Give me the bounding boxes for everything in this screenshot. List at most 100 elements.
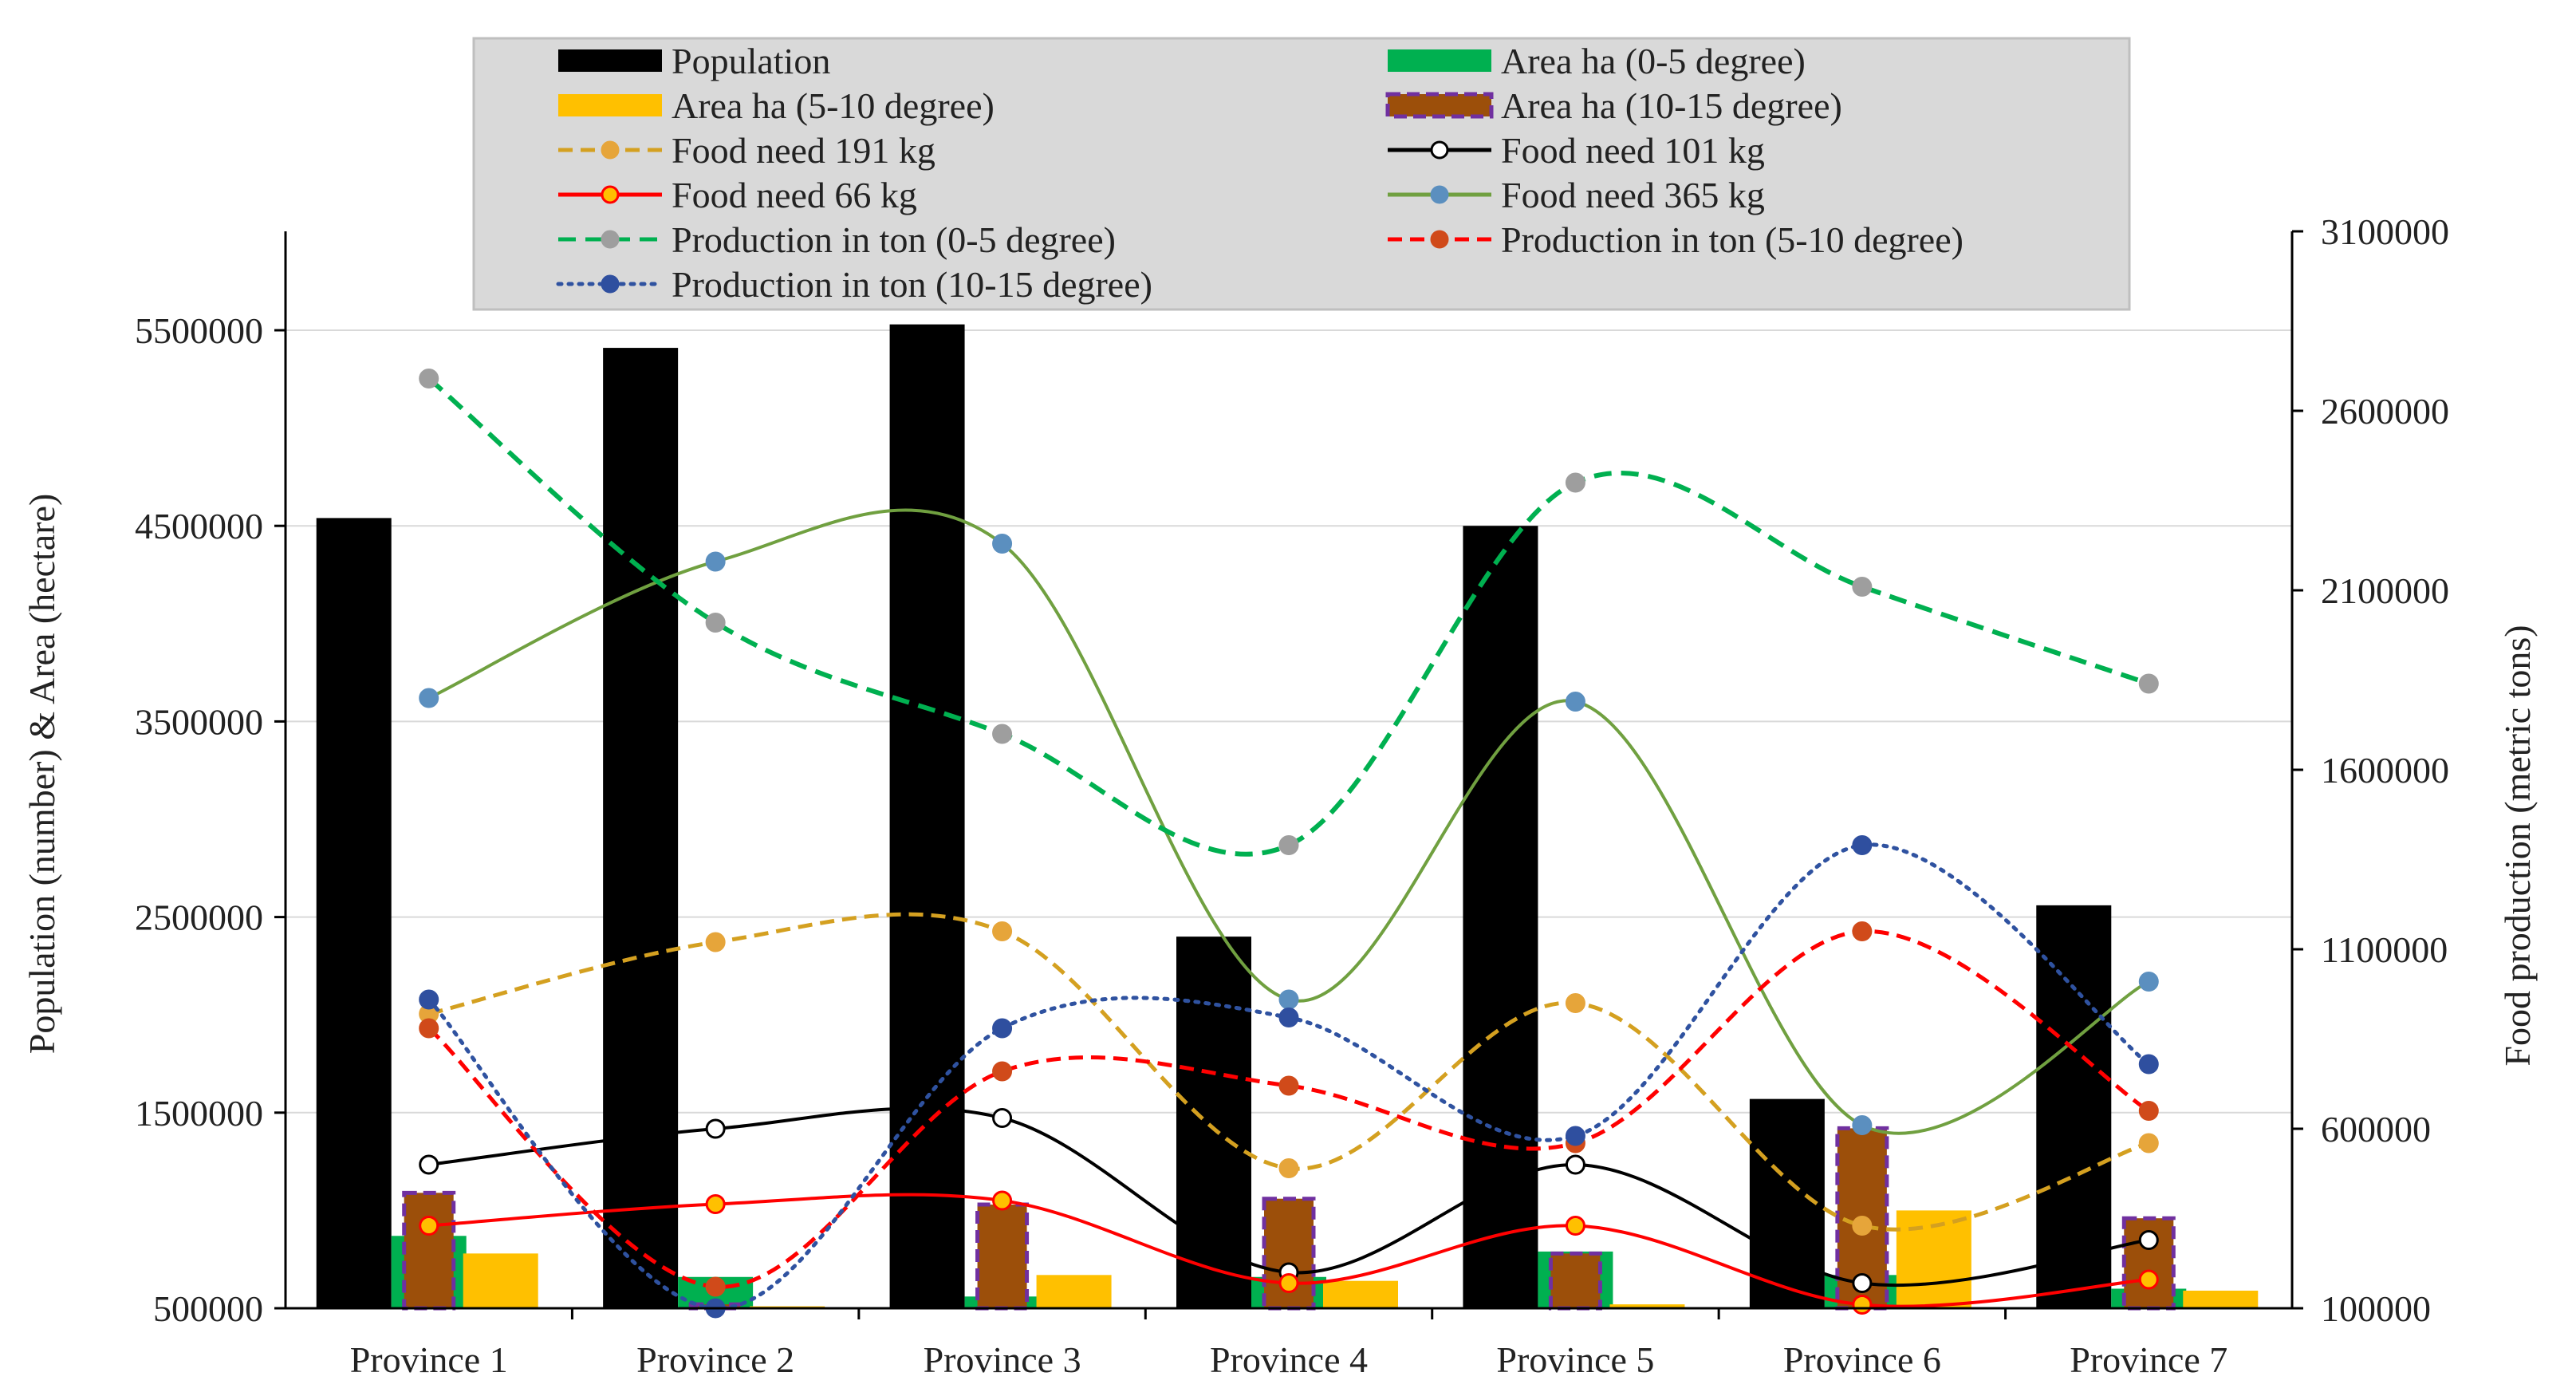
point-production-in-ton-10-15-degree-province-3: [992, 1018, 1013, 1039]
legend-marker: [601, 185, 620, 204]
point-food-need-101-kg-province-7: [2138, 1230, 2159, 1250]
legend-item-food-need-101-kg: Food need 101 kg: [1388, 130, 1765, 171]
point-food-need-365-kg-province-5: [1565, 692, 1585, 712]
legend-item-area-ha-0-5-degree: Area ha (0-5 degree): [1388, 41, 1806, 81]
point-food-need-101-kg-province-2: [705, 1118, 726, 1139]
legend-label: Area ha (10-15 degree): [1501, 85, 1842, 126]
legend-label: Population: [672, 41, 830, 81]
point-food-need-191-kg-province-3: [992, 921, 1013, 941]
left-tick-label: 5500000: [135, 310, 263, 351]
left-tick-label: 4500000: [135, 506, 263, 546]
right-axis-title: Food production (metric tons): [2497, 625, 2538, 1066]
line-series: [419, 369, 2159, 1319]
legend-label: Food need 101 kg: [1501, 130, 1765, 171]
point-production-in-ton-0-5-degree-province-3: [992, 724, 1013, 744]
bar-area-ha-5-10-degree-province-5: [1609, 1304, 1685, 1308]
legend-marker: [1430, 140, 1449, 160]
legend-label: Production in ton (10-15 degree): [672, 264, 1152, 305]
x-tick-label: Province 3: [924, 1339, 1081, 1380]
legend-box: [472, 37, 2131, 311]
legend-marker: [601, 274, 620, 294]
legend-marker: [1430, 185, 1449, 204]
legend-label: Production in ton (0-5 degree): [672, 219, 1116, 260]
point-production-in-ton-5-10-degree-province-1: [419, 1018, 439, 1039]
point-food-need-365-kg-province-2: [705, 551, 726, 572]
legend-label: Food need 365 kg: [1501, 175, 1765, 215]
legend-swatch: [1388, 49, 1491, 72]
point-food-need-101-kg-province-3: [992, 1108, 1013, 1128]
point-food-need-365-kg-province-4: [1278, 989, 1299, 1010]
axes: 500000 1500000 2500000 3500000 4500000 550000…: [135, 211, 2449, 1380]
point-production-in-ton-5-10-degree-province-4: [1278, 1075, 1299, 1096]
legend-swatch: [1385, 92, 1494, 119]
legend-item-production-in-ton-10-15-degree: Production in ton (10-15 degree): [556, 264, 1152, 305]
right-tick-label: 100000: [2321, 1288, 2431, 1329]
x-tick-label: Province 5: [1496, 1339, 1654, 1380]
point-food-need-191-kg-province-4: [1278, 1158, 1299, 1178]
point-production-in-ton-0-5-degree-province-7: [2138, 673, 2159, 694]
legend-item-food-need-365-kg: Food need 365 kg: [1388, 175, 1765, 215]
point-food-need-101-kg-province-1: [419, 1154, 439, 1175]
point-food-need-191-kg-province-7: [2138, 1133, 2159, 1153]
left-tick-label: 1500000: [135, 1093, 263, 1134]
legend-item-area-ha-10-15-degree: Area ha (10-15 degree): [1385, 85, 1842, 126]
bar-area-ha-5-10-degree-province-7: [2183, 1290, 2259, 1308]
point-food-need-66-kg-province-6: [1852, 1295, 1873, 1315]
right-tick-label: 600000: [2321, 1109, 2431, 1150]
point-production-in-ton-0-5-degree-province-2: [705, 613, 726, 633]
point-production-in-ton-5-10-degree-province-6: [1852, 921, 1873, 941]
point-food-need-66-kg-province-1: [419, 1216, 439, 1236]
line-food-need-191-kg: [428, 912, 2149, 1232]
point-production-in-ton-0-5-degree-province-6: [1852, 577, 1873, 597]
legend-label: Area ha (5-10 degree): [672, 85, 995, 126]
bar-population-province-2: [603, 348, 679, 1308]
bar-area-ha-10-15-degree-province-5: [1548, 1251, 1602, 1311]
point-production-in-ton-10-15-degree-province-5: [1565, 1126, 1585, 1146]
line-production-in-ton-0-5-degree: [427, 377, 2150, 857]
legend-item-production-in-ton-0-5-degree: Production in ton (0-5 degree): [558, 219, 1116, 260]
legend-label: Food need 191 kg: [672, 130, 935, 171]
point-production-in-ton-10-15-degree-province-1: [419, 989, 439, 1010]
legend-label: Production in ton (5-10 degree): [1501, 219, 1964, 260]
point-production-in-ton-5-10-degree-province-3: [992, 1061, 1013, 1082]
point-food-need-365-kg-province-1: [419, 688, 439, 708]
point-food-need-365-kg-province-3: [992, 534, 1013, 554]
legend-item-population: Population: [558, 41, 830, 81]
point-production-in-ton-0-5-degree-province-1: [419, 369, 439, 388]
legend-label: Area ha (0-5 degree): [1501, 41, 1806, 81]
bar-area-ha-5-10-degree-province-1: [463, 1253, 538, 1308]
x-tick-label: Province 7: [2070, 1339, 2227, 1380]
legend-marker: [601, 230, 620, 249]
bar-population-province-5: [1463, 526, 1538, 1308]
left-tick-label: 2500000: [135, 897, 263, 938]
bar-population-province-6: [1749, 1098, 1825, 1308]
bar-population-province-1: [316, 518, 392, 1308]
point-food-need-101-kg-province-6: [1852, 1273, 1873, 1293]
point-production-in-ton-5-10-degree-province-2: [705, 1276, 726, 1297]
right-tick-label: 2100000: [2321, 570, 2449, 611]
legend-item-food-need-191-kg: Food need 191 kg: [558, 130, 935, 171]
point-production-in-ton-10-15-degree-province-7: [2138, 1054, 2159, 1075]
point-food-need-66-kg-province-4: [1278, 1273, 1299, 1293]
point-production-in-ton-10-15-degree-province-6: [1852, 835, 1873, 855]
point-food-need-365-kg-province-6: [1852, 1115, 1873, 1135]
right-tick-label: 1100000: [2321, 929, 2448, 970]
left-tick-label: 3500000: [135, 701, 263, 742]
bar-area-ha-10-15-degree-province-1: [402, 1190, 456, 1311]
bar-population-province-4: [1176, 937, 1251, 1308]
line-food-need-365-kg: [427, 508, 2150, 1135]
right-tick-label: 3100000: [2321, 211, 2449, 252]
point-production-in-ton-0-5-degree-province-4: [1278, 835, 1299, 855]
legend-label: Food need 66 kg: [672, 175, 917, 215]
left-axis-title: Population (number) & Area (hectare): [22, 494, 62, 1055]
legend: Population Area ha (0-5 degree) Area ha (5…: [472, 37, 2131, 311]
left-tick-label: 500000: [153, 1288, 263, 1329]
bar-area-ha-5-10-degree-province-3: [1036, 1275, 1112, 1308]
bar-series: [316, 324, 2259, 1311]
right-tick-label: 1600000: [2321, 750, 2449, 791]
legend-swatch: [558, 49, 662, 72]
bar-area-ha-10-15-degree-province-3: [975, 1202, 1030, 1311]
legend-item-food-need-66-kg: Food need 66 kg: [558, 175, 917, 215]
point-food-need-191-kg-province-6: [1852, 1216, 1873, 1236]
